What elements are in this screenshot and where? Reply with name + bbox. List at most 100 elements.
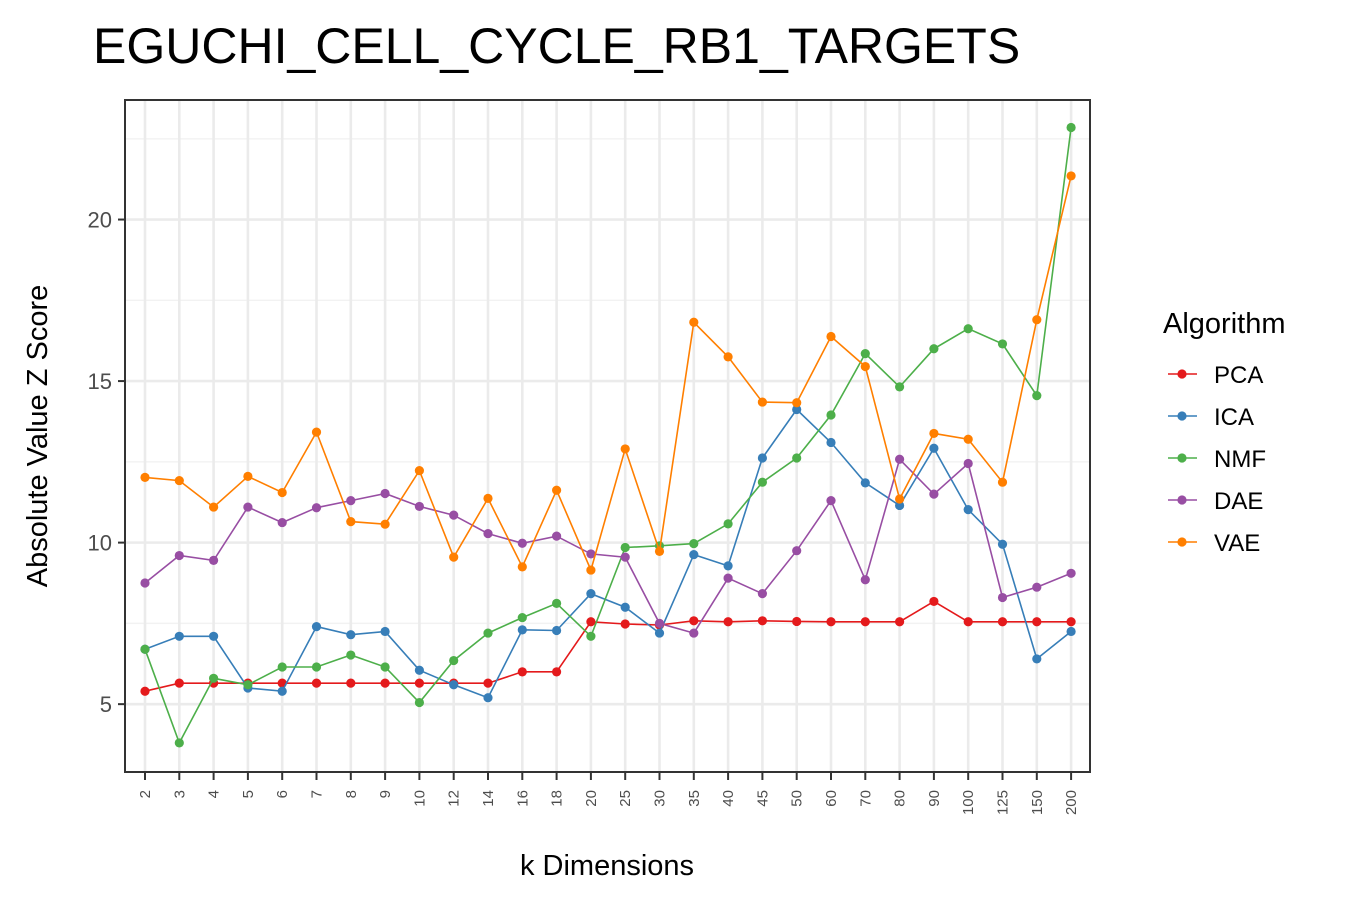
x-tick-label: 90 bbox=[926, 790, 943, 807]
data-point-ica bbox=[483, 693, 493, 703]
data-point-ica bbox=[174, 631, 184, 641]
data-point-pca bbox=[620, 619, 630, 629]
data-point-ica bbox=[586, 589, 596, 599]
data-point-nmf bbox=[311, 662, 322, 672]
x-tick-label: 12 bbox=[446, 790, 463, 807]
x-tick-label: 4 bbox=[206, 790, 223, 798]
data-point-vae bbox=[586, 565, 596, 575]
data-point-ica bbox=[414, 665, 424, 675]
data-point-dae bbox=[140, 578, 150, 588]
data-point-pca bbox=[929, 596, 939, 607]
data-point-vae bbox=[1032, 315, 1042, 325]
x-tick-label: 2 bbox=[137, 790, 154, 798]
data-point-vae bbox=[380, 519, 390, 529]
x-tick-label: 50 bbox=[789, 790, 806, 807]
data-point-nmf bbox=[860, 349, 870, 359]
data-point-pca bbox=[757, 616, 768, 626]
x-tick-label: 80 bbox=[892, 790, 909, 807]
data-point-pca bbox=[346, 678, 356, 688]
x-tick-label: 70 bbox=[857, 790, 874, 807]
y-tick-label: 5 bbox=[100, 692, 112, 717]
data-point-vae bbox=[963, 434, 973, 444]
data-point-ica bbox=[346, 630, 356, 640]
data-point-nmf bbox=[517, 612, 527, 623]
x-axis-title: k Dimensions bbox=[520, 850, 694, 882]
data-point-vae bbox=[346, 517, 356, 527]
data-point-dae bbox=[517, 538, 527, 548]
data-point-nmf bbox=[997, 339, 1008, 349]
data-point-vae bbox=[723, 352, 733, 362]
x-tick-label: 125 bbox=[995, 790, 1012, 815]
data-point-ica bbox=[654, 628, 665, 638]
data-point-ica bbox=[552, 625, 562, 636]
legend-key-point bbox=[1177, 411, 1187, 421]
data-point-vae bbox=[1066, 171, 1076, 181]
data-point-pca bbox=[140, 686, 150, 696]
data-point-nmf bbox=[277, 662, 287, 672]
y-axis-title: Absolute Value Z Score bbox=[22, 285, 54, 588]
data-point-dae bbox=[380, 488, 390, 499]
data-point-nmf bbox=[243, 680, 253, 690]
data-point-vae bbox=[311, 427, 322, 437]
data-point-dae bbox=[346, 496, 356, 506]
data-point-nmf bbox=[449, 655, 459, 666]
data-point-vae bbox=[826, 331, 836, 342]
data-point-dae bbox=[1066, 568, 1076, 578]
data-point-dae bbox=[449, 510, 459, 520]
y-tick-label: 15 bbox=[88, 369, 112, 394]
data-point-vae bbox=[483, 493, 493, 503]
data-point-dae bbox=[209, 555, 219, 565]
legend-label-nmf: NMF bbox=[1214, 446, 1266, 473]
data-point-nmf bbox=[552, 598, 562, 608]
x-tick-label: 7 bbox=[309, 790, 326, 798]
x-tick-label: 3 bbox=[171, 790, 188, 798]
data-point-vae bbox=[654, 546, 665, 556]
x-tick-label: 100 bbox=[960, 790, 977, 815]
data-point-vae bbox=[895, 494, 905, 504]
series-line-pca bbox=[144, 600, 1072, 692]
data-point-pca bbox=[552, 667, 562, 677]
data-point-pca bbox=[174, 678, 184, 688]
data-point-pca bbox=[860, 617, 870, 627]
legend-key-point bbox=[1177, 495, 1187, 505]
data-point-pca bbox=[1032, 617, 1042, 627]
data-point-ica bbox=[997, 539, 1008, 549]
x-tick-label: 45 bbox=[754, 790, 771, 807]
x-tick-label: 10 bbox=[411, 790, 428, 807]
data-point-dae bbox=[826, 496, 836, 506]
data-point-vae bbox=[243, 471, 253, 481]
data-point-vae bbox=[997, 477, 1008, 487]
data-point-dae bbox=[311, 503, 322, 513]
data-point-nmf bbox=[140, 644, 150, 654]
data-point-vae bbox=[140, 472, 150, 482]
data-point-dae bbox=[929, 489, 939, 499]
x-tick-label: 30 bbox=[652, 790, 669, 807]
data-point-ica bbox=[1066, 626, 1076, 637]
data-point-ica bbox=[209, 631, 219, 641]
legend-label-dae: DAE bbox=[1214, 488, 1263, 515]
data-point-vae bbox=[792, 398, 802, 408]
data-point-ica bbox=[689, 549, 699, 560]
data-point-ica bbox=[895, 500, 905, 511]
x-tick-label: 25 bbox=[617, 790, 634, 807]
data-point-pca bbox=[414, 678, 424, 688]
data-point-dae bbox=[689, 628, 699, 638]
data-point-pca bbox=[1066, 617, 1076, 627]
data-point-vae bbox=[517, 562, 527, 572]
x-tick-label: 200 bbox=[1063, 790, 1080, 815]
data-point-nmf bbox=[963, 324, 973, 334]
data-point-pca bbox=[517, 667, 527, 677]
data-point-nmf bbox=[483, 628, 493, 638]
legend-label-ica: ICA bbox=[1214, 404, 1254, 431]
x-tick-label: 9 bbox=[377, 790, 394, 798]
data-point-ica bbox=[380, 626, 390, 637]
data-point-nmf bbox=[346, 650, 356, 660]
x-tick-label: 40 bbox=[720, 790, 737, 807]
data-point-pca bbox=[895, 617, 905, 627]
data-point-ica bbox=[723, 561, 733, 571]
data-point-vae bbox=[209, 502, 219, 512]
grid bbox=[125, 100, 1090, 772]
data-point-ica bbox=[1032, 654, 1042, 664]
plot-panel-border bbox=[124, 99, 1091, 773]
